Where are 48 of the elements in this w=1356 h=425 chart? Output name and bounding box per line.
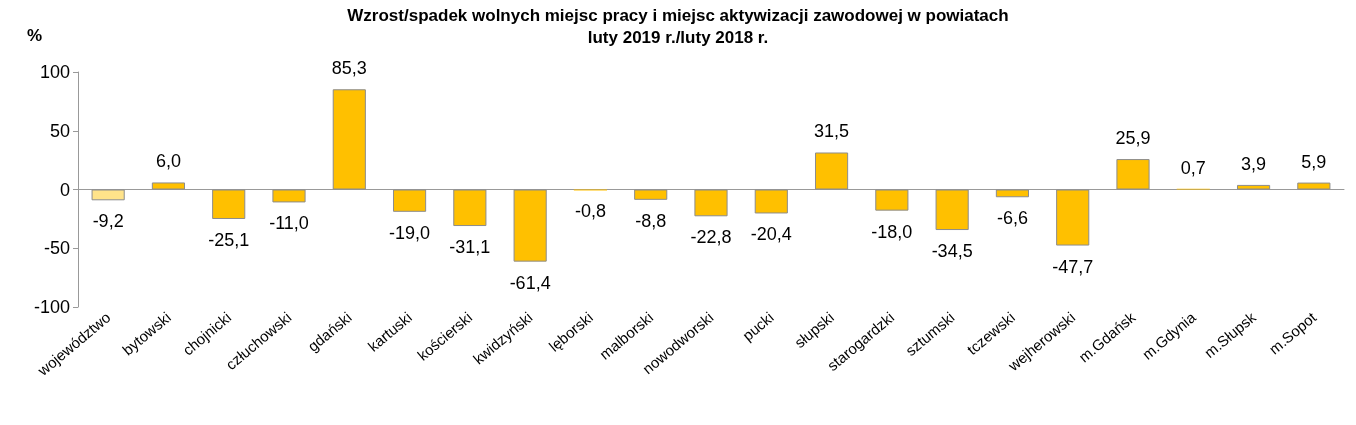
data-label: -31,1: [449, 237, 491, 258]
bar: [814, 152, 849, 190]
y-tick-label: 100: [39, 62, 70, 82]
y-tick-label: 0: [59, 179, 70, 200]
data-label: -25,1: [208, 229, 250, 250]
bar: [1236, 184, 1271, 190]
bar: [694, 189, 728, 217]
bar: [392, 189, 427, 212]
data-label: -34,5: [931, 241, 973, 262]
bar: [754, 189, 788, 214]
data-label: 6,0: [155, 151, 181, 172]
y-tick-label: -100: [33, 297, 70, 317]
data-label: -18,0: [871, 221, 913, 242]
data-label: -11,0: [269, 213, 309, 234]
chart-subtitle: luty 2019 r./luty 2018 r.: [587, 28, 769, 47]
data-label: -8,8: [635, 210, 667, 231]
bar: [1297, 182, 1331, 190]
bar: [272, 189, 306, 203]
data-label: -19,0: [389, 222, 431, 243]
bar: [332, 89, 366, 190]
data-label: -47,7: [1052, 256, 1094, 277]
data-label: 3,9: [1241, 153, 1267, 174]
bar: [1056, 189, 1090, 246]
data-label: 31,5: [814, 121, 850, 142]
bar: [453, 189, 487, 227]
bar: [935, 189, 969, 231]
bar: [1116, 159, 1150, 190]
data-label: 25,9: [1115, 128, 1151, 149]
data-label: -22,8: [690, 227, 732, 248]
bar: [995, 189, 1030, 198]
y-axis-title: %: [27, 26, 43, 45]
data-label: 85,3: [331, 58, 367, 79]
data-label: -0,8: [574, 201, 606, 222]
bar: [634, 189, 668, 200]
data-label: -9,2: [92, 211, 124, 232]
bar: [513, 189, 547, 262]
data-label: -20,4: [750, 224, 792, 245]
y-tick-label: 50: [49, 120, 70, 141]
bar: [91, 189, 125, 201]
bar: [875, 189, 909, 211]
data-label: -61,4: [509, 272, 551, 293]
bar: [212, 189, 246, 219]
data-label: 0,7: [1180, 157, 1206, 178]
y-tick-label: -50: [43, 238, 70, 259]
chart-title: Wzrost/spadek wolnych miejsc pracy i miejsc aktywizacji zawodowej w powiatach: [347, 6, 1009, 25]
data-label: -6,6: [996, 208, 1028, 229]
bar: [151, 182, 186, 190]
data-label: 5,9: [1301, 151, 1327, 172]
